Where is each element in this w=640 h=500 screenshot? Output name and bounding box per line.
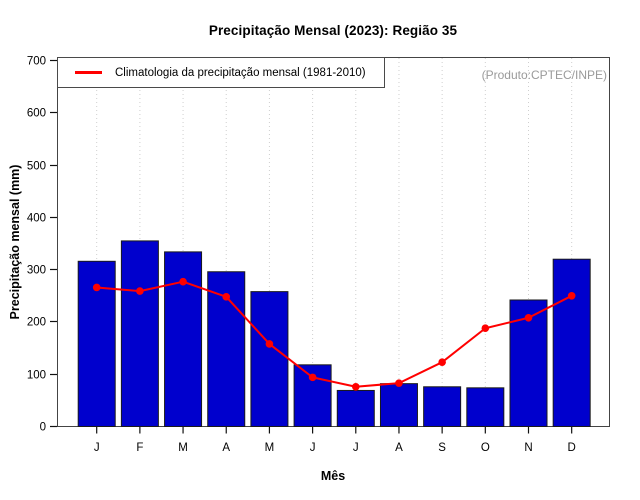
climatology-point-1	[136, 287, 144, 295]
climatology-point-8	[438, 358, 446, 367]
bar-D-11	[552, 258, 591, 427]
x-tick-label: J	[353, 442, 359, 454]
x-tick-label: M	[265, 442, 275, 454]
x-tick-label: N	[524, 442, 532, 454]
x-tick-label: S	[438, 442, 446, 454]
x-tick-label: M	[178, 442, 188, 454]
x-tick-label: A	[222, 442, 230, 454]
y-tick-label: 200	[27, 317, 46, 329]
x-axis-label: Mês	[320, 469, 346, 483]
climatology-point-2	[179, 277, 187, 286]
x-tick-label: F	[136, 442, 143, 454]
chart-title: Precipitação Mensal (2023): Região 35	[208, 23, 458, 38]
climatology-point-4	[265, 340, 274, 348]
y-tick-label: 100	[27, 370, 46, 382]
x-tick-label: A	[395, 442, 403, 454]
bar-S-8	[423, 386, 462, 427]
bar-M-4	[250, 291, 289, 427]
x-tick-label: J	[310, 442, 316, 454]
climatology-point-6	[351, 382, 360, 391]
climatology-point-7	[395, 379, 403, 387]
y-tick-label: 300	[27, 265, 46, 277]
climatology-point-3	[222, 293, 231, 301]
x-tick-label: J	[94, 442, 100, 454]
y-tick-label: 700	[27, 56, 46, 68]
y-tick-label: 500	[27, 161, 46, 173]
legend-label: Climatologia da precipitação mensal (198…	[115, 66, 366, 79]
bar-A-7	[379, 383, 418, 427]
climatology-point-10	[524, 313, 533, 322]
bar-J-6	[336, 389, 375, 427]
climatology-point-11	[567, 292, 576, 300]
y-tick-label: 0	[40, 422, 46, 434]
source-annotation: (Produto:CPTEC/INPE)	[481, 68, 607, 82]
x-tick-label: D	[568, 442, 576, 454]
climatology-point-9	[481, 324, 490, 333]
climatology-point-5	[308, 373, 317, 382]
y-tick-label: 600	[27, 108, 46, 120]
climatology-line	[95, 280, 573, 388]
legend-line-swatch	[75, 71, 102, 74]
bar-F-1	[120, 240, 159, 427]
bar-O-9	[466, 387, 505, 427]
legend-box: Climatologia da precipitação mensal (198…	[57, 57, 385, 88]
climatology-point-0	[92, 283, 101, 292]
y-tick-label: 400	[27, 213, 46, 225]
x-tick-label: O	[481, 442, 490, 454]
